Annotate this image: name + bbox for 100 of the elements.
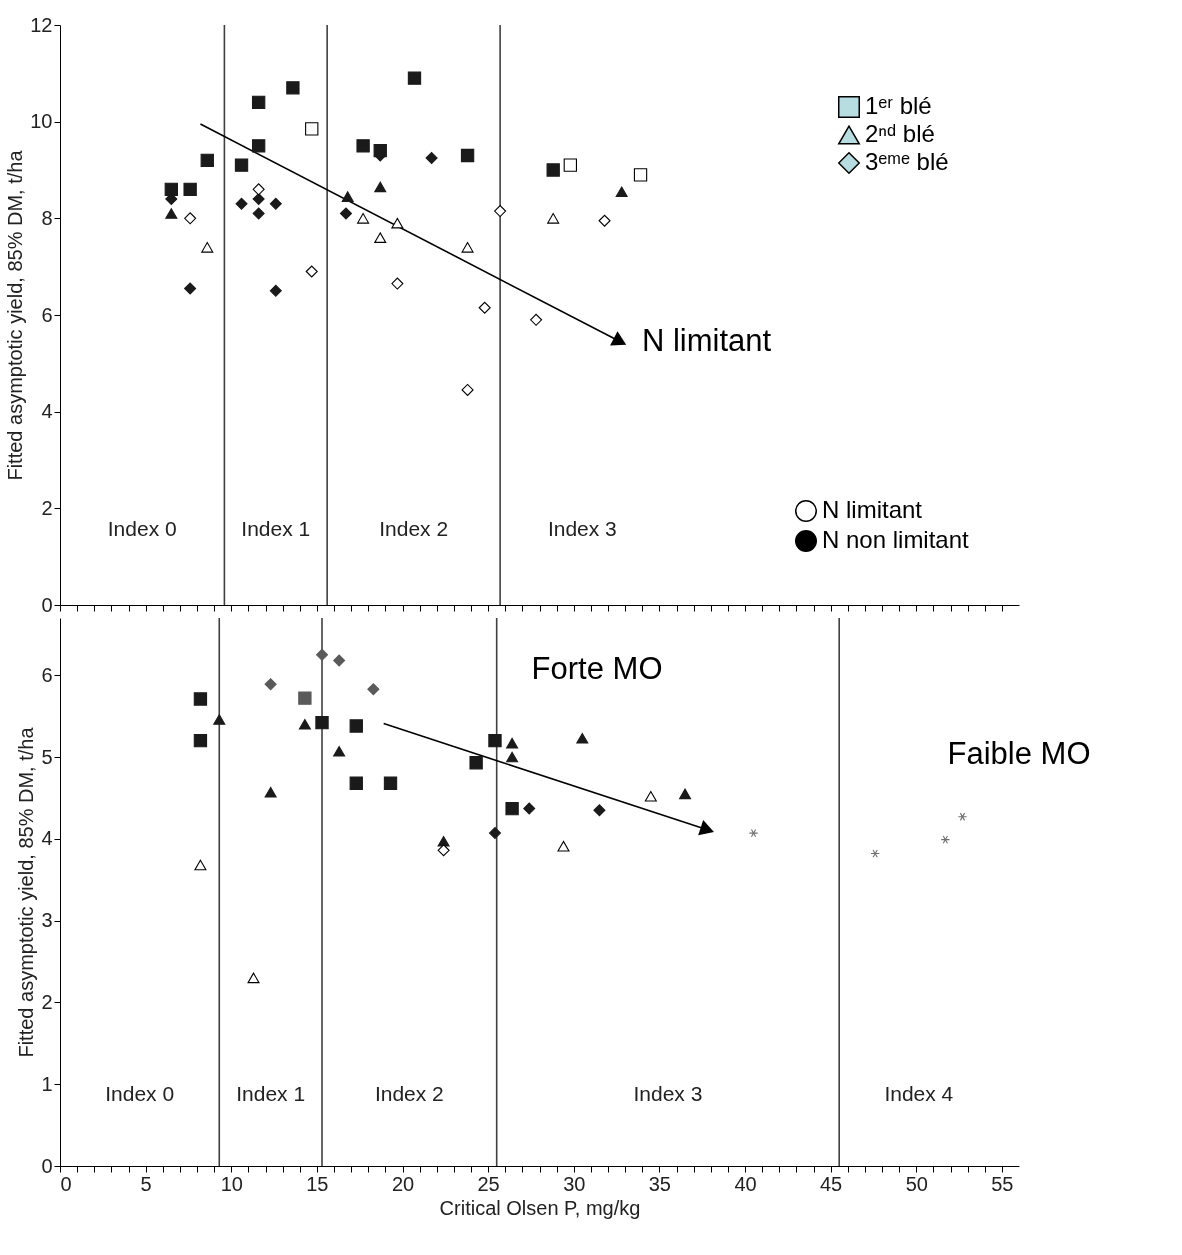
y-tick-label: 2 bbox=[41, 496, 53, 519]
point bbox=[194, 859, 207, 871]
y-tick-label: 1 bbox=[41, 1072, 53, 1095]
point bbox=[333, 654, 346, 667]
point bbox=[383, 776, 398, 790]
annotation: N limitant bbox=[641, 322, 772, 358]
point bbox=[425, 151, 438, 164]
point bbox=[349, 719, 363, 733]
annotation: Index 1 bbox=[241, 516, 311, 540]
point bbox=[505, 801, 519, 816]
x-tick-label: 10 bbox=[220, 1172, 243, 1195]
legend-label: 2ⁿᵈ blé bbox=[865, 120, 935, 147]
point bbox=[315, 716, 329, 730]
y-tick-label: 3 bbox=[41, 909, 53, 932]
point bbox=[349, 776, 363, 790]
point bbox=[391, 217, 404, 229]
point bbox=[184, 282, 197, 295]
point bbox=[461, 242, 474, 253]
x-tick-label: 15 bbox=[306, 1172, 329, 1195]
point bbox=[234, 158, 249, 172]
annotation: Index 1 bbox=[236, 1081, 306, 1105]
point bbox=[333, 746, 346, 757]
point bbox=[264, 786, 277, 798]
point bbox=[437, 844, 450, 857]
point bbox=[356, 139, 370, 153]
annotation: Index 3 bbox=[547, 516, 617, 540]
point bbox=[488, 734, 502, 748]
annotation: Forte MO bbox=[531, 651, 663, 687]
point bbox=[957, 812, 968, 821]
point bbox=[870, 849, 880, 858]
point bbox=[193, 692, 208, 706]
point bbox=[193, 734, 208, 748]
y-tick-label: 4 bbox=[41, 400, 53, 423]
point bbox=[644, 791, 657, 802]
point bbox=[247, 972, 260, 984]
legend-label: 1ᵉʳ blé bbox=[865, 92, 932, 119]
x-tick-label: 30 bbox=[563, 1172, 586, 1195]
annotation: Index 2 bbox=[379, 516, 449, 540]
annotation: Index 4 bbox=[884, 1081, 954, 1105]
y-tick-label: 2 bbox=[41, 990, 53, 1013]
point bbox=[367, 683, 380, 696]
annotation: Faible MO bbox=[947, 736, 1091, 771]
point bbox=[679, 788, 692, 800]
point bbox=[213, 714, 226, 725]
x-tick-label: 25 bbox=[477, 1172, 500, 1195]
point bbox=[339, 207, 353, 220]
point bbox=[523, 802, 536, 815]
point bbox=[298, 719, 311, 730]
point bbox=[407, 71, 422, 85]
annotation: Index 2 bbox=[374, 1081, 444, 1105]
point bbox=[557, 840, 570, 852]
point bbox=[437, 836, 450, 847]
point bbox=[286, 81, 300, 95]
x-tick-label: 50 bbox=[905, 1172, 928, 1195]
legend-label: N limitant bbox=[822, 496, 923, 523]
x-tick-label: 45 bbox=[820, 1172, 843, 1195]
y-tick-label: 10 bbox=[30, 110, 53, 133]
y-tick-label: 6 bbox=[41, 663, 53, 686]
point bbox=[546, 163, 560, 177]
x-tick-label: 55 bbox=[991, 1172, 1014, 1195]
annotation: Index 0 bbox=[105, 1081, 175, 1105]
x-tick-label: 35 bbox=[648, 1172, 671, 1195]
point bbox=[506, 751, 519, 763]
x-tick-label: 20 bbox=[391, 1172, 415, 1195]
point bbox=[298, 691, 312, 705]
point bbox=[315, 648, 329, 661]
point bbox=[252, 207, 265, 220]
y-tick-label: 12 bbox=[30, 13, 53, 36]
annotation: Index 3 bbox=[633, 1081, 703, 1105]
point bbox=[488, 827, 501, 840]
point bbox=[576, 732, 589, 744]
point bbox=[252, 192, 265, 206]
point bbox=[200, 153, 214, 168]
point bbox=[201, 242, 214, 253]
x-tick-label: 40 bbox=[734, 1172, 757, 1195]
annotation: Index 0 bbox=[107, 516, 177, 540]
point bbox=[183, 182, 197, 197]
point bbox=[269, 197, 282, 210]
point bbox=[251, 139, 266, 153]
point bbox=[251, 95, 266, 110]
y-axis-title: Fitted asymptotic yield, 85% DM, t/ha bbox=[4, 149, 27, 481]
point bbox=[374, 232, 387, 243]
point bbox=[593, 804, 606, 817]
legend-label: 3ᵉᵐᵉ blé bbox=[865, 148, 949, 175]
point bbox=[940, 835, 951, 844]
point bbox=[547, 213, 560, 224]
y-tick-label: 0 bbox=[41, 1154, 53, 1177]
y-tick-label: 4 bbox=[41, 827, 53, 850]
y-tick-label: 6 bbox=[41, 303, 53, 326]
y-tick-label: 5 bbox=[41, 745, 53, 768]
point bbox=[357, 213, 370, 224]
point bbox=[235, 197, 248, 210]
legend-label: N non limitant bbox=[822, 526, 970, 553]
y-axis-title: Fitted asymptotic yield, 85% DM, t/ha bbox=[15, 726, 38, 1058]
point bbox=[264, 678, 277, 691]
point bbox=[469, 756, 483, 770]
y-tick-label: 0 bbox=[41, 593, 53, 616]
x-axis-title: Critical Olsen P, mg/kg bbox=[439, 1196, 641, 1219]
point bbox=[460, 148, 475, 163]
point bbox=[748, 828, 759, 838]
